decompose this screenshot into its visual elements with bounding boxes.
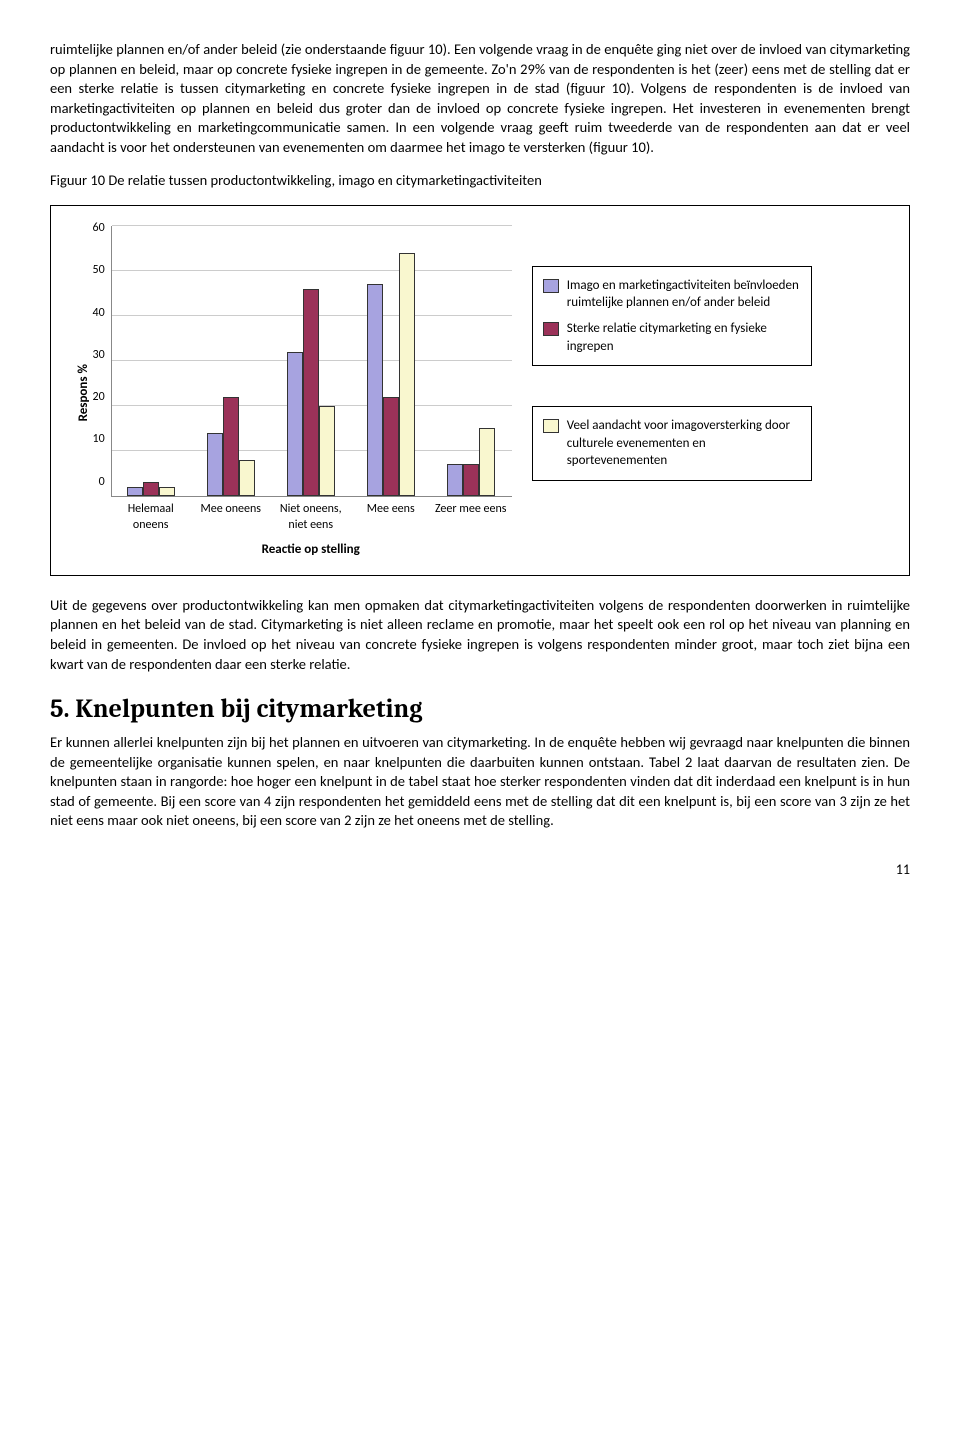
y-tick: 20 (93, 389, 105, 405)
chart-legend: Imago en marketingactiviteiten beïnvloed… (532, 226, 812, 481)
page-number: 11 (50, 861, 910, 880)
y-tick: 40 (93, 305, 105, 321)
legend-item: Veel aandacht voor imagoversterking door… (543, 417, 801, 470)
y-tick: 30 (93, 347, 105, 363)
x-tick: Mee eens (351, 501, 431, 533)
y-axis-label: Respons % (71, 364, 93, 421)
paragraph-3: Er kunnen allerlei knelpunten zijn bij h… (50, 733, 910, 831)
bar-group (367, 253, 417, 496)
bar (207, 433, 223, 496)
bar (319, 406, 335, 496)
bar (303, 289, 319, 496)
x-axis-ticks: Helemaal oneensMee oneensNiet oneens, ni… (111, 497, 511, 533)
x-axis-title: Reactie op stelling (111, 541, 511, 559)
gridline (112, 225, 512, 226)
bar-group (287, 289, 337, 496)
bar (447, 464, 463, 496)
legend-swatch (543, 322, 559, 336)
bar (159, 487, 175, 496)
bar (463, 464, 479, 496)
figure-caption: Figuur 10 De relatie tussen productontwi… (50, 171, 910, 191)
y-tick: 0 (93, 474, 105, 490)
bar-group (207, 397, 257, 496)
legend-swatch (543, 279, 559, 293)
legend-label: Sterke relatie citymarketing en fysieke … (567, 320, 801, 355)
bar (367, 284, 383, 496)
chart-plot (111, 226, 512, 497)
legend-label: Imago en marketingactiviteiten beïnvloed… (567, 277, 801, 312)
x-tick: Niet oneens, niet eens (271, 501, 351, 533)
bar (223, 397, 239, 496)
y-tick: 50 (93, 262, 105, 278)
legend-item: Imago en marketingactiviteiten beïnvloed… (543, 277, 801, 312)
y-axis-ticks: 60 50 40 30 20 10 0 (93, 220, 111, 490)
legend-box: Imago en marketingactiviteiten beïnvloed… (532, 266, 812, 366)
bar (287, 352, 303, 496)
x-tick: Helemaal oneens (111, 501, 191, 533)
paragraph-2: Uit de gegevens over productontwikkeling… (50, 596, 910, 674)
paragraph-1: ruimtelijke plannen en/of ander beleid (… (50, 40, 910, 157)
bar (239, 460, 255, 496)
x-tick: Mee oneens (191, 501, 271, 533)
bar (143, 482, 159, 496)
legend-item: Sterke relatie citymarketing en fysieke … (543, 320, 801, 355)
legend-box: Veel aandacht voor imagoversterking door… (532, 406, 812, 481)
bar (127, 487, 143, 496)
section-heading: 5. Knelpunten bij citymarketing (50, 692, 910, 727)
bar (399, 253, 415, 496)
y-tick: 60 (93, 220, 105, 236)
bar (479, 428, 495, 496)
bar (383, 397, 399, 496)
legend-label: Veel aandacht voor imagoversterking door… (567, 417, 801, 470)
y-tick: 10 (93, 431, 105, 447)
x-tick: Zeer mee eens (431, 501, 511, 533)
legend-swatch (543, 419, 559, 433)
gridline (112, 270, 512, 271)
bar-group (127, 482, 177, 496)
figure-10-chart: Respons % 6050403020100 Helemaal oneensM… (50, 205, 910, 576)
bar-group (447, 428, 497, 496)
